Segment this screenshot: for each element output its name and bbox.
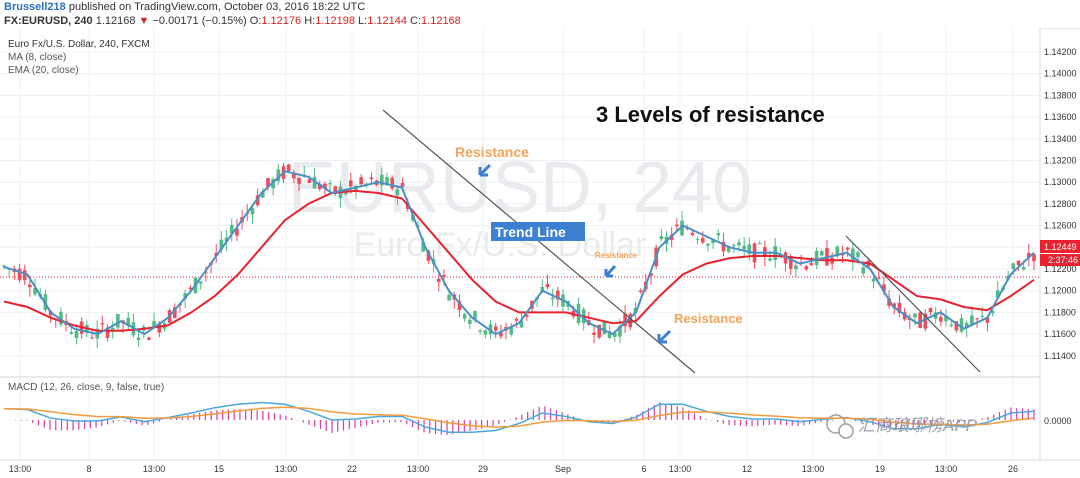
time-axis-tick: 13:00 bbox=[407, 464, 430, 474]
time-axis-tick: 12 bbox=[742, 464, 752, 474]
trend-line-1[interactable] bbox=[382, 109, 696, 374]
price-axis-tick: 1.13000 bbox=[1044, 177, 1077, 187]
resistance-label-1: Resistance bbox=[455, 144, 529, 160]
down-arrow-icon: ▼ bbox=[138, 15, 150, 27]
headline: 3 Levels of resistance bbox=[596, 102, 825, 127]
time-axis-tick: 22 bbox=[347, 464, 357, 474]
time-axis-tick: 6 bbox=[641, 464, 646, 474]
price-axis-tick: 1.13600 bbox=[1044, 112, 1077, 122]
time-axis-tick: 13:00 bbox=[275, 464, 298, 474]
watermark-symbol: EURUSD, 240 bbox=[288, 148, 752, 228]
symbol[interactable]: FX:EURUSD, 240 bbox=[4, 15, 93, 27]
price-axis-tick: 1.13800 bbox=[1044, 90, 1077, 100]
current-price-tag: 1.12449 bbox=[1044, 242, 1077, 252]
macd-axis-tick: 0.0000 bbox=[1044, 416, 1072, 426]
trend-line-2[interactable] bbox=[845, 235, 981, 373]
time-axis-tick: 13:00 bbox=[935, 464, 958, 474]
time-axis: 13:00 8 13:00 15 13:00 22 13:00 29 Sep 6 13:00 12 13… bbox=[9, 464, 1018, 474]
price-axis: 1.14200 1.14000 1.13800 1.13600 1.13400 1.132… bbox=[1044, 47, 1077, 361]
arrow-icon bbox=[657, 329, 672, 344]
trend-line-label-bg bbox=[491, 222, 585, 241]
price-change: −0.00171 (−0.15%) bbox=[152, 15, 247, 27]
time-axis-tick: 13:00 bbox=[802, 464, 825, 474]
low-value: 1.12144 bbox=[367, 15, 407, 27]
time-axis-tick: 19 bbox=[875, 464, 885, 474]
legend-ma[interactable]: MA (8, close) bbox=[8, 52, 66, 63]
trend-line-label: Trend Line bbox=[495, 224, 566, 240]
price-axis-tick: 1.12000 bbox=[1044, 286, 1077, 296]
price-axis-tick: 1.14200 bbox=[1044, 47, 1077, 57]
published-text: published on TradingView.com, October 03… bbox=[68, 1, 366, 13]
legend-title: Euro Fx/U.S. Dollar, 240, FXCM bbox=[8, 39, 150, 50]
macd-line bbox=[3, 401, 1035, 434]
chart-header: Brussell218 published on TradingView.com… bbox=[0, 0, 1080, 29]
grid bbox=[0, 28, 1040, 460]
time-axis-tick: 8 bbox=[86, 464, 91, 474]
price-axis-tick: 1.13200 bbox=[1044, 156, 1077, 166]
time-axis-tick: 26 bbox=[1008, 464, 1018, 474]
legend-ema[interactable]: EMA (20, close) bbox=[8, 65, 79, 76]
price-axis-tick: 1.12200 bbox=[1044, 264, 1077, 274]
price-axis-tick: 1.14000 bbox=[1044, 69, 1077, 79]
resistance-label-3: Resistance bbox=[674, 311, 743, 326]
price-axis-tick: 1.11600 bbox=[1044, 329, 1076, 339]
time-axis-tick: 29 bbox=[478, 464, 488, 474]
price-axis-tick: 1.13400 bbox=[1044, 134, 1077, 144]
high-value: 1.12198 bbox=[315, 15, 355, 27]
last-price: 1.12168 bbox=[95, 15, 136, 27]
ma-line bbox=[3, 170, 1035, 336]
time-axis-tick: 15 bbox=[214, 464, 224, 474]
countdown-tag: 2:37:46 bbox=[1048, 255, 1078, 265]
time-axis-tick: 13:00 bbox=[143, 464, 166, 474]
arrow-icon bbox=[604, 264, 617, 278]
price-axis-tick: 1.11800 bbox=[1044, 307, 1076, 317]
resistance-label-2: Resistance bbox=[595, 251, 638, 260]
username[interactable]: Brussell218 bbox=[4, 1, 66, 13]
price-axis-tick: 1.12600 bbox=[1044, 221, 1077, 231]
signal-line bbox=[3, 406, 1035, 428]
legend-macd[interactable]: MACD (12, 26, close, 9, false, true) bbox=[8, 382, 164, 393]
brand-text: 汇商琅琊榜APP bbox=[858, 416, 978, 435]
price-axis-tick: 1.11400 bbox=[1044, 351, 1076, 361]
arrow-icon bbox=[478, 163, 492, 177]
price-axis-tick: 1.12800 bbox=[1044, 199, 1077, 209]
close-value: 1.12168 bbox=[421, 15, 461, 27]
time-axis-tick: 13:00 bbox=[9, 464, 32, 474]
open-value: 1.12176 bbox=[261, 15, 302, 27]
wechat-icon bbox=[826, 414, 854, 439]
time-axis-tick: Sep bbox=[555, 464, 571, 474]
time-axis-tick: 13:00 bbox=[669, 464, 692, 474]
